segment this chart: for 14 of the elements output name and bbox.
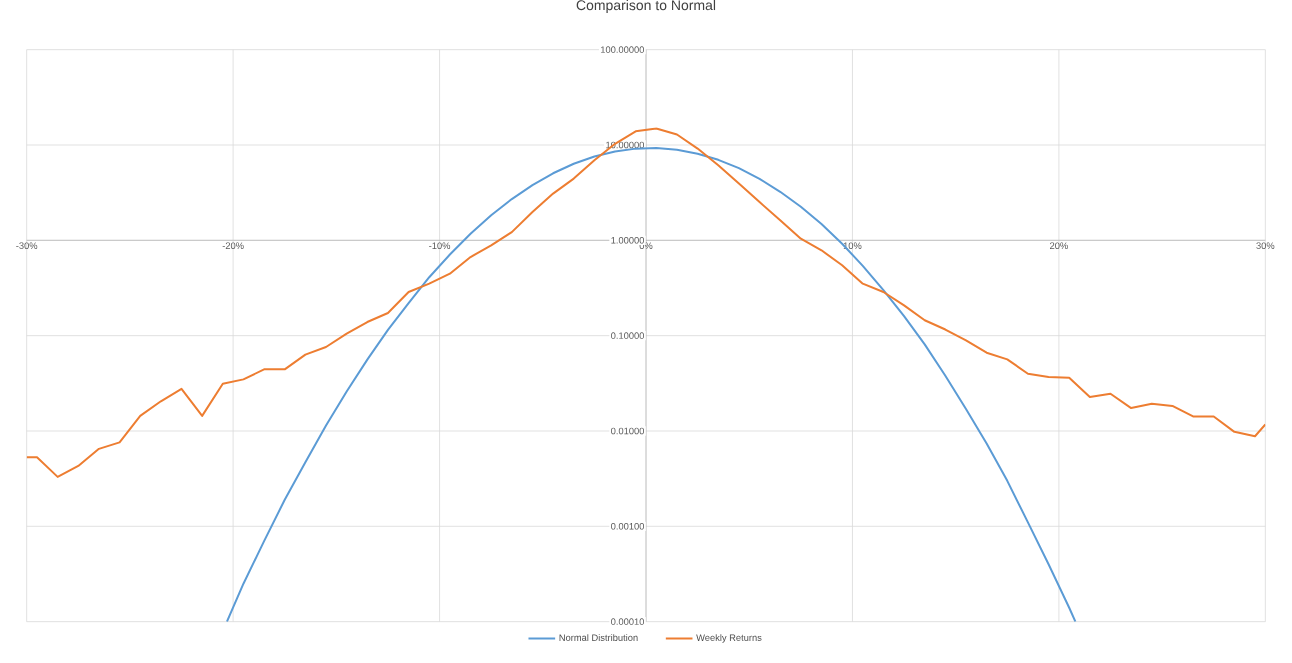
y-tick-label: 0.00010 <box>611 618 645 625</box>
y-tick-label: 0.01000 <box>611 427 645 435</box>
y-tick-label: 100.00000 <box>601 46 645 53</box>
x-tick-label: -10% <box>429 242 451 249</box>
legend-label: Weekly Returns <box>696 634 762 643</box>
chart-title: Comparison to Normal <box>576 0 716 13</box>
y-tick-label: 0.00100 <box>611 523 645 530</box>
y-tick-label: 1.00000 <box>611 237 645 244</box>
x-tick-label: -30% <box>16 242 38 249</box>
y-tick-label: 0.10000 <box>611 332 645 339</box>
x-tick-label: 20% <box>1050 242 1068 249</box>
legend-label: Normal Distribution <box>559 634 638 641</box>
x-tick-label: 30% <box>1256 242 1275 249</box>
x-tick-label: -20% <box>222 242 244 249</box>
